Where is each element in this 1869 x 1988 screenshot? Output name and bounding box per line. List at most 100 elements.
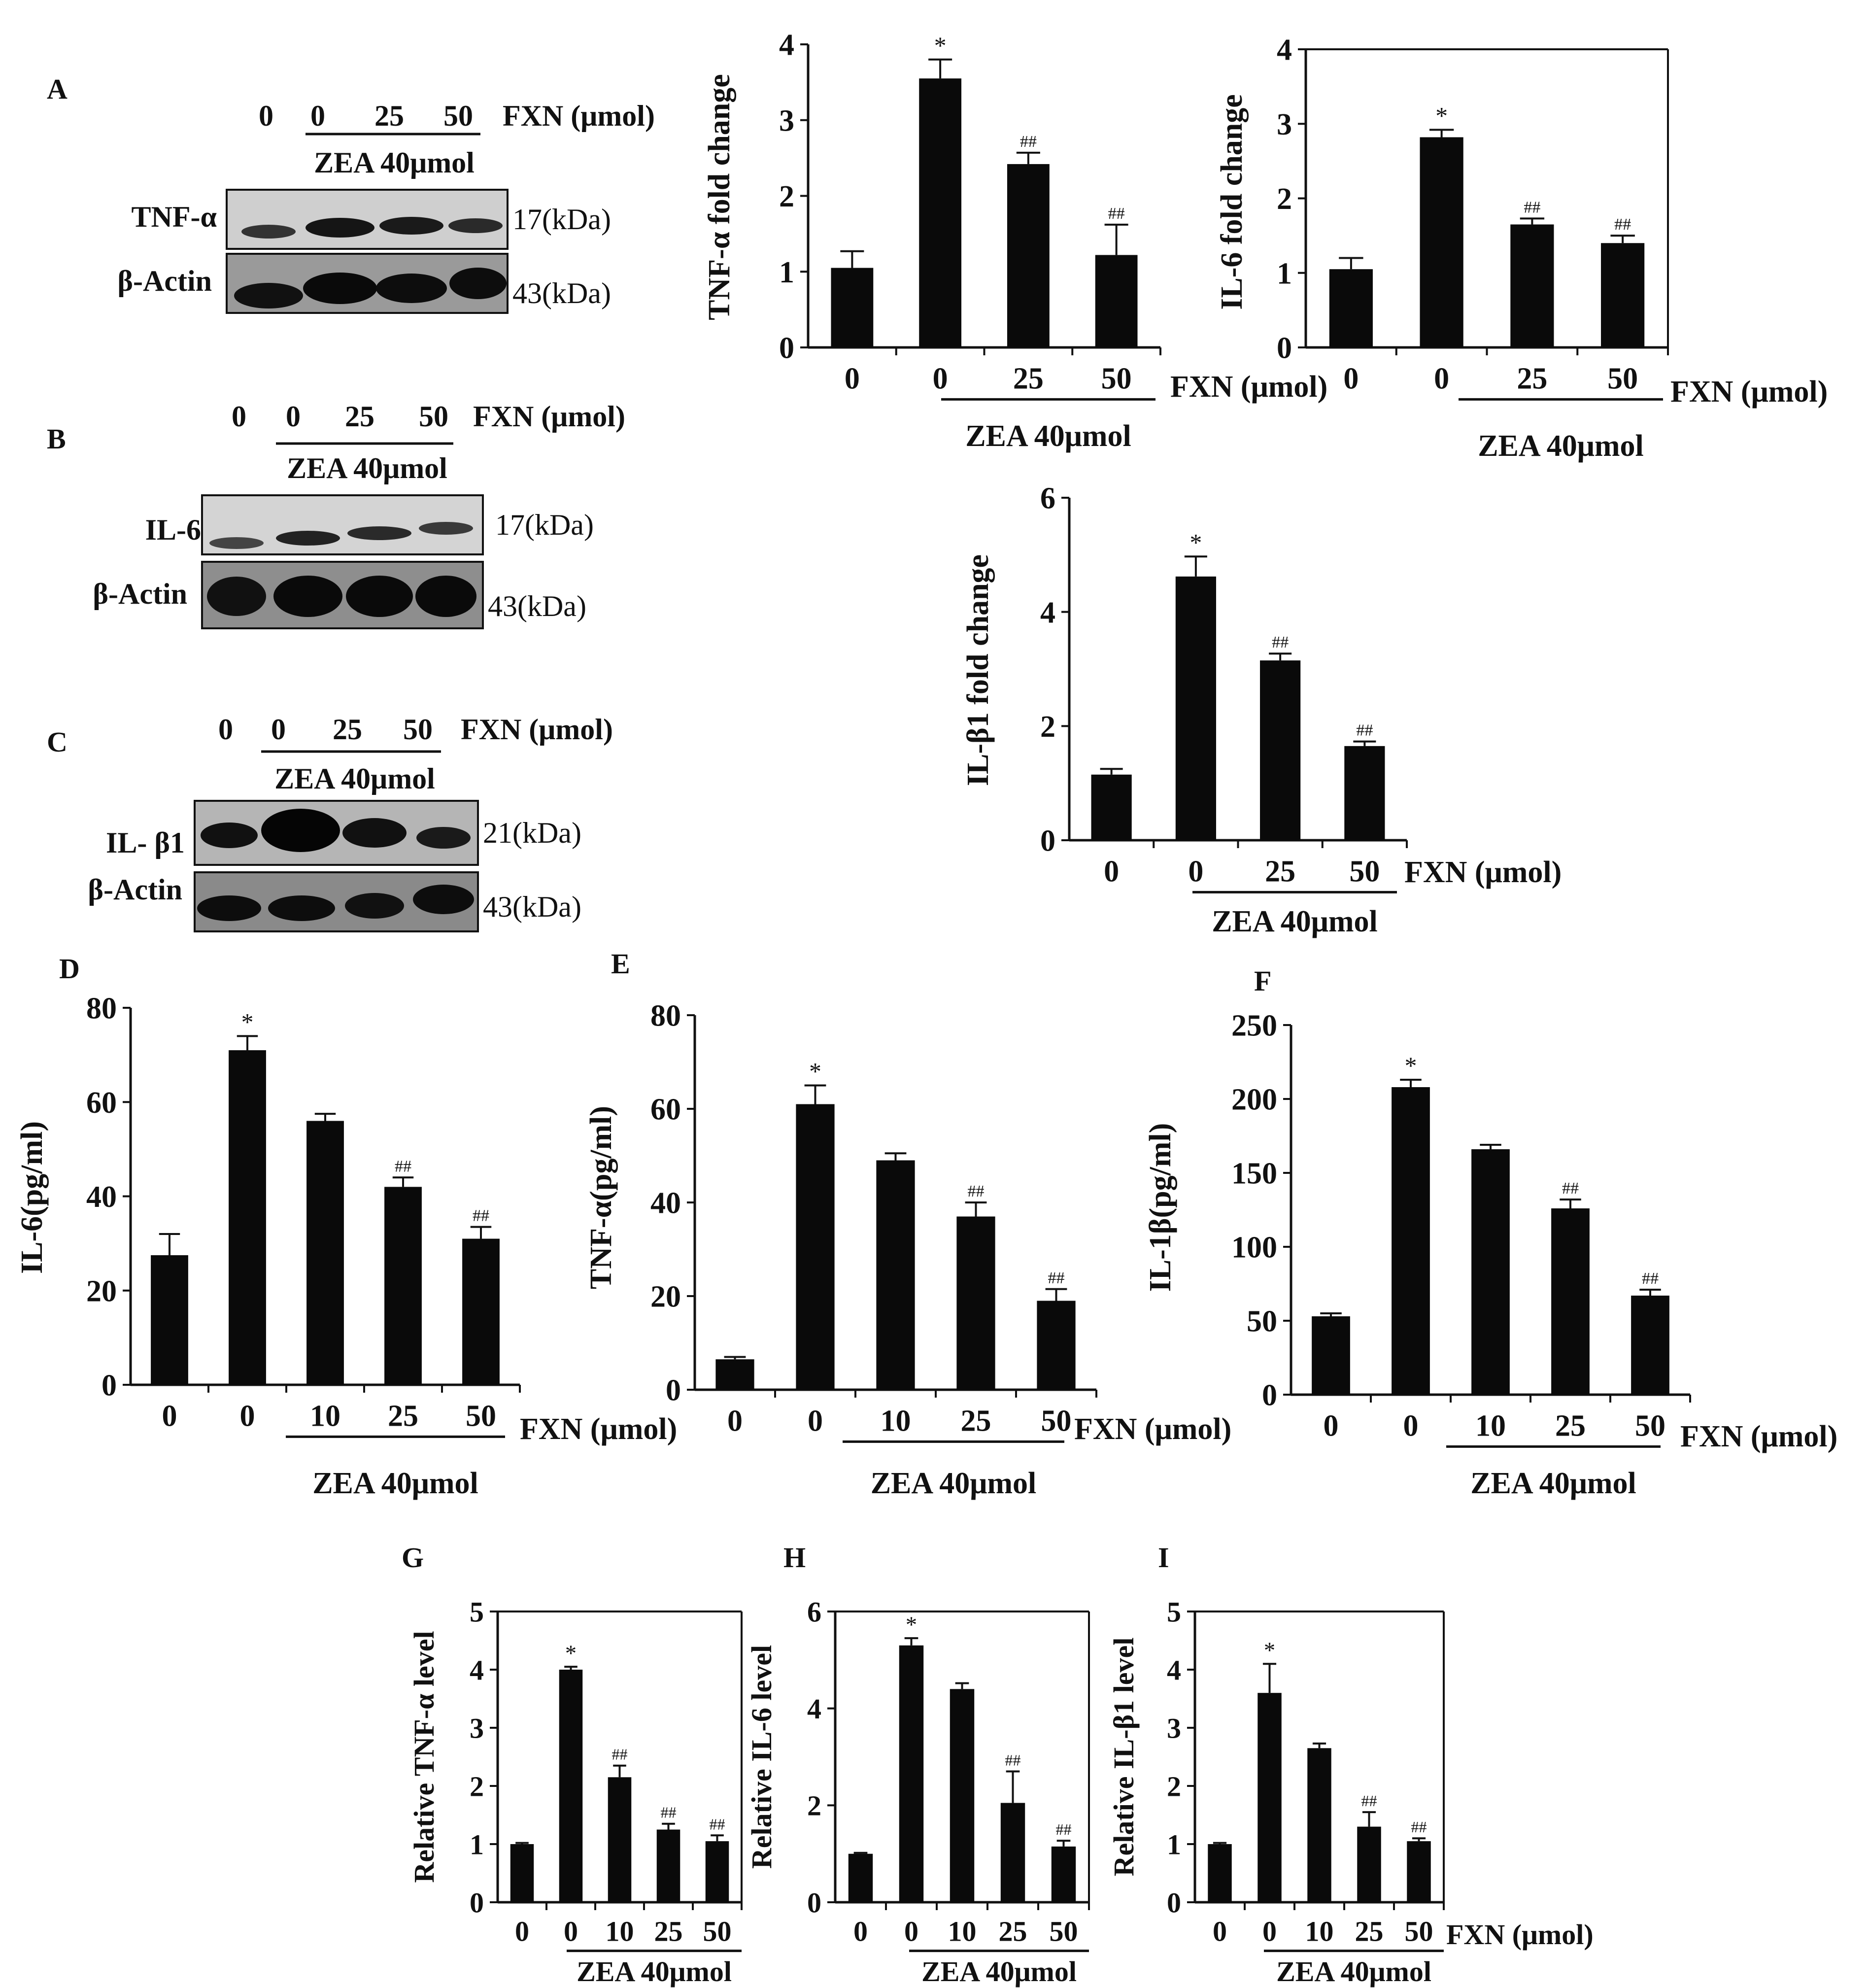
chart-a-tnf: 0 1 2 3 4 0 * 0 ## 25 ## 50 TNF-α fold change FXN (μm… [703, 29, 1327, 453]
y-tick-label: 0 [779, 332, 794, 365]
category-label: 10 [881, 1405, 911, 1438]
category-label: 50 [1635, 1409, 1665, 1443]
x-axis-label: FXN (μmol) [1404, 856, 1562, 889]
significance-mark: ## [395, 1157, 411, 1175]
bar [1329, 269, 1373, 347]
category-label: 0 [845, 362, 860, 396]
significance-mark: ## [661, 1804, 677, 1821]
blot-c-band-1-4 [416, 827, 471, 849]
bar [384, 1187, 422, 1385]
blot-a-size-2: 43(kDa) [512, 277, 611, 309]
y-tick-label: 5 [1167, 1596, 1181, 1628]
bar [848, 1853, 873, 1902]
y-tick-label: 4 [1167, 1654, 1181, 1686]
panel-label-a: A [47, 73, 68, 105]
x-axis-label: FXN (μmol) [1446, 1919, 1594, 1951]
bar [1257, 1693, 1282, 1902]
blot-b-band-1-3 [347, 526, 411, 540]
significance-mark: ## [1048, 1269, 1064, 1287]
category-label: 0 [515, 1915, 529, 1947]
y-axis-label: Relative TNF-α level [408, 1631, 440, 1883]
category-label: 25 [999, 1915, 1027, 1947]
category-label: 0 [1262, 1915, 1277, 1947]
y-tick-label: 6 [807, 1596, 821, 1628]
blot-a-lane-2: 0 [310, 100, 325, 132]
y-tick-label: 40 [86, 1180, 117, 1214]
y-tick-label: 4 [807, 1693, 821, 1725]
zea-group-label: ZEA 40μmol [577, 1955, 732, 1988]
y-tick-label: 0 [1277, 332, 1292, 365]
y-tick-label: 3 [1167, 1712, 1181, 1744]
blot-a-band-1-4 [448, 218, 503, 233]
chart-a-il6: 0 1 2 3 4 0 * 0 ## 25 ## 50 IL-6 fold change FXN (μmo… [1215, 34, 1828, 463]
bar [1344, 746, 1385, 840]
bar [1307, 1748, 1331, 1902]
bar [1601, 243, 1645, 347]
category-label: 0 [808, 1405, 823, 1438]
y-tick-label: 1 [779, 256, 794, 289]
zea-group-label: ZEA 40μmol [921, 1955, 1077, 1988]
blot-b-protein-1: IL-6 [145, 514, 201, 546]
y-tick-label: 1 [1277, 257, 1292, 290]
bar [1471, 1149, 1510, 1395]
blot-c-band-1-1 [201, 823, 258, 848]
y-axis-label: TNF-α fold change [703, 74, 736, 320]
bar [1631, 1296, 1669, 1395]
blot-c-size-2: 43(kDa) [483, 891, 581, 923]
category-label: 50 [1405, 1915, 1433, 1947]
y-axis-label: TNF-α(pg/ml) [584, 1106, 618, 1289]
blot-a-lane-4: 50 [443, 100, 473, 132]
significance-mark: * [1189, 529, 1202, 556]
y-tick-label: 60 [650, 1093, 681, 1127]
y-tick-label: 40 [650, 1187, 681, 1220]
chart-f: 0 50 100 150 200 250 0 * 0 10 ## 25 ## 50 IL-1β(pg/ml)… [1144, 1009, 1837, 1500]
y-tick-label: 4 [1277, 34, 1292, 67]
blot-c-protein-2: β-Actin [88, 873, 182, 906]
blot-a-band-2-4 [449, 268, 507, 299]
y-axis-label: IL-6(pg/ml) [15, 1121, 49, 1274]
blot-c-band-2-4 [413, 885, 474, 914]
blot-c-lane-1: 0 [218, 713, 233, 746]
y-tick-label: 1 [1167, 1828, 1181, 1860]
bar [1260, 660, 1301, 840]
blot-c-lane-4: 50 [403, 713, 433, 746]
blot-b-band-1-1 [209, 537, 264, 549]
y-tick-label: 0 [102, 1369, 117, 1403]
category-label: 0 [727, 1405, 743, 1438]
bar [956, 1216, 995, 1390]
significance-mark: ## [710, 1816, 725, 1833]
category-label: 50 [703, 1915, 732, 1947]
category-label: 0 [933, 362, 948, 396]
bar [1175, 576, 1216, 840]
category-label: 0 [1403, 1409, 1419, 1443]
panel-label-b: B [47, 423, 66, 455]
y-tick-label: 20 [650, 1280, 681, 1314]
category-label: 25 [388, 1400, 418, 1433]
category-label: 25 [1555, 1409, 1586, 1443]
blot-b-band-2-3 [346, 576, 413, 617]
category-label: 25 [1517, 362, 1547, 396]
category-label: 0 [1104, 855, 1119, 889]
y-tick-label: 150 [1231, 1157, 1277, 1191]
category-label: 25 [961, 1405, 991, 1438]
y-tick-label: 3 [1277, 108, 1292, 141]
y-tick-label: 3 [779, 104, 794, 137]
category-label: 10 [948, 1915, 977, 1947]
bar [1037, 1301, 1076, 1390]
blot-c-zea-label: ZEA 40μmol [274, 762, 435, 795]
zea-group-label: ZEA 40μmol [1470, 1467, 1636, 1500]
significance-mark: ## [1056, 1821, 1072, 1838]
category-label: 0 [564, 1915, 578, 1947]
y-tick-label: 0 [1040, 824, 1055, 858]
category-label: 0 [1213, 1915, 1227, 1947]
significance-mark: ## [1361, 1792, 1377, 1810]
blot-c: 0 0 25 50 FXN (μmol) ZEA 40μmol IL- β1 β… [88, 713, 613, 932]
significance-mark: ## [1020, 133, 1037, 151]
blot-a: 0 0 25 50 FXN (μmol) ZEA 40μmol TNF-α β-… [117, 100, 655, 314]
blot-b-band-2-4 [415, 576, 476, 617]
significance-mark: ## [1524, 198, 1540, 216]
bar [705, 1841, 729, 1902]
blot-b-size-2: 43(kDa) [488, 590, 586, 622]
category-label: 50 [1349, 855, 1380, 889]
x-axis-label: FXN (μmol) [1680, 1420, 1837, 1453]
